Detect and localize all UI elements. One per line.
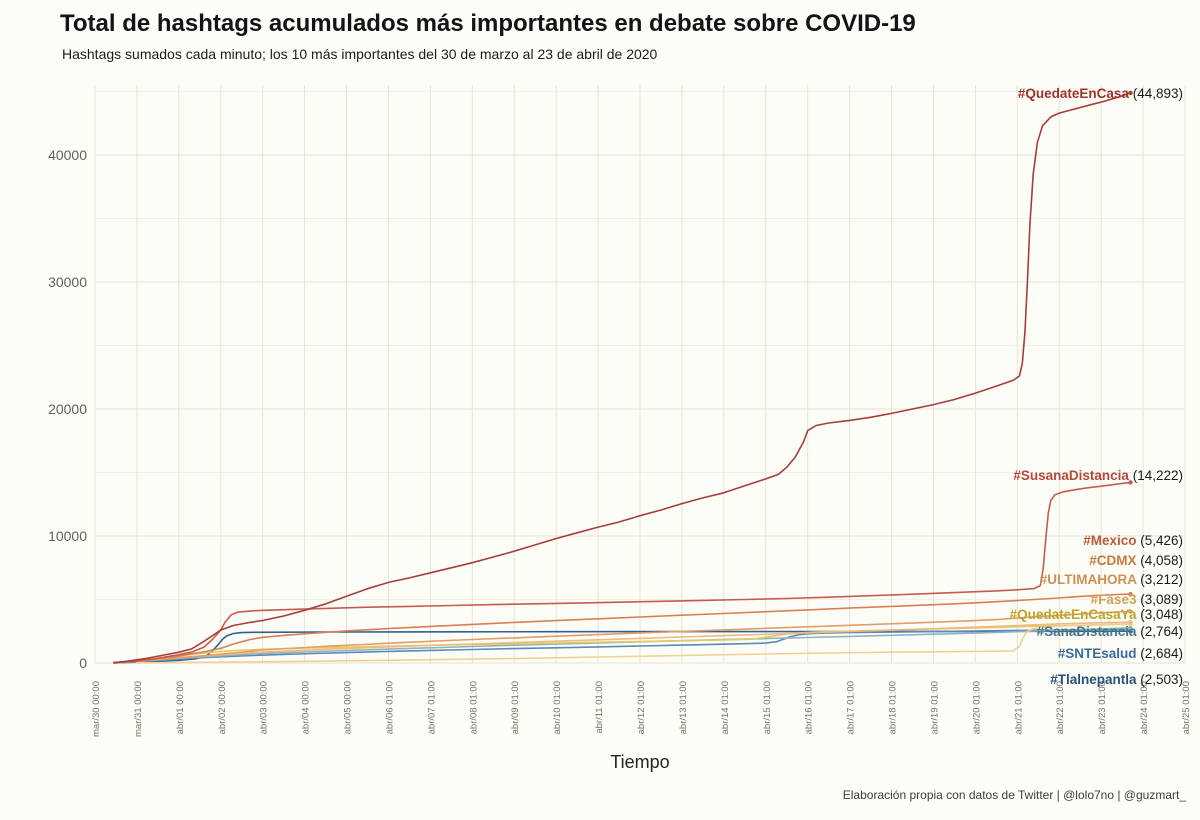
- chart-title: Total de hashtags acumulados más importa…: [60, 10, 916, 37]
- x-tick-label: abr/04 00:00: [301, 681, 312, 734]
- series-end-dot: [1128, 90, 1133, 96]
- x-tick-label: abr/16 01:00: [804, 681, 815, 734]
- chart-caption: Elaboración propia con datos de Twitter …: [842, 788, 1186, 802]
- x-tick-label: abr/15 01:00: [762, 681, 773, 734]
- series-label: #Fase3 (3,089): [1091, 592, 1183, 607]
- series-end-dot: [1128, 591, 1133, 597]
- x-tick-label: abr/13 01:00: [678, 681, 689, 734]
- x-tick-label: abr/08 01:00: [468, 681, 479, 734]
- x-tick-label: abr/14 01:00: [720, 681, 731, 734]
- x-tick-label: abr/09 01:00: [510, 681, 521, 734]
- series-line: [113, 623, 1132, 664]
- x-tick-label: abr/25 01:00: [1181, 681, 1192, 734]
- x-tick-label: abr/22 01:00: [1055, 681, 1066, 734]
- x-tick-label: mar/30 00:00: [91, 681, 102, 737]
- y-tick-label: 20000: [48, 401, 87, 417]
- series-line: [113, 92, 1132, 664]
- x-tick-label: abr/24 01:00: [1139, 681, 1150, 734]
- series-line: [113, 628, 1132, 664]
- series-label: #Tlalnepantla (2,503): [1050, 672, 1183, 687]
- x-tick-label: abr/05 00:00: [343, 681, 354, 734]
- x-tick-label: abr/18 01:00: [888, 681, 899, 734]
- y-tick-label: 10000: [48, 528, 87, 544]
- chart-subtitle: Hashtags sumados cada minuto; los 10 más…: [62, 46, 658, 62]
- series-label: #ULTIMAHORA (3,212): [1040, 572, 1183, 587]
- series-label: #QuedateEnCasaYa (3,048): [1010, 607, 1183, 622]
- x-tick-label: abr/01 00:00: [175, 681, 186, 734]
- x-tick-label: abr/03 00:00: [259, 681, 270, 734]
- series-end-dot: [1128, 480, 1133, 485]
- x-tick-label: abr/12 01:00: [636, 681, 647, 734]
- y-tick-label: 40000: [48, 147, 87, 163]
- x-tick-label: abr/10 01:00: [552, 681, 563, 734]
- x-tick-label: abr/07 01:00: [426, 681, 437, 734]
- series-line: [113, 621, 1132, 664]
- series-label: #Mexico (5,426): [1083, 533, 1183, 548]
- x-tick-label: abr/02 00:00: [217, 681, 228, 734]
- x-tick-label: abr/11 01:00: [594, 681, 605, 734]
- series-line: [113, 593, 1132, 664]
- series-end-dot: [1128, 625, 1133, 631]
- series-label: #SanaDistancia (2,764): [1037, 624, 1183, 639]
- x-tick-label: abr/23 01:00: [1097, 681, 1108, 734]
- x-tick-label: abr/21 01:00: [1013, 681, 1024, 734]
- x-tick-label: abr/19 01:00: [929, 681, 940, 734]
- y-tick-label: 30000: [48, 274, 87, 290]
- series-label: #CDMX (4,058): [1089, 553, 1183, 568]
- series-end-dot: [1128, 620, 1133, 625]
- series-label: #QuedateEnCasa (44,893): [1018, 86, 1183, 101]
- series-line: [136, 622, 1132, 664]
- series-label: #SusanaDistancia (14,222): [1013, 468, 1183, 483]
- series-line: [113, 610, 1132, 664]
- line-chart-canvas: 0 10000 20000 30000 40000 mar/30 00:00 mar/31 …: [48, 85, 1192, 737]
- series-label: #SNTEsalud (2,684): [1058, 646, 1183, 661]
- series-line: [113, 481, 1132, 664]
- x-tick-label: mar/31 00:00: [133, 681, 144, 737]
- series-end-dot: [1128, 609, 1133, 614]
- x-tick-label: abr/20 01:00: [971, 681, 982, 734]
- x-tick-label: abr/17 01:00: [846, 681, 857, 734]
- x-axis-title: Tiempo: [610, 752, 670, 772]
- y-tick-label: 0: [79, 655, 87, 671]
- x-tick-label: abr/06 01:00: [384, 681, 395, 734]
